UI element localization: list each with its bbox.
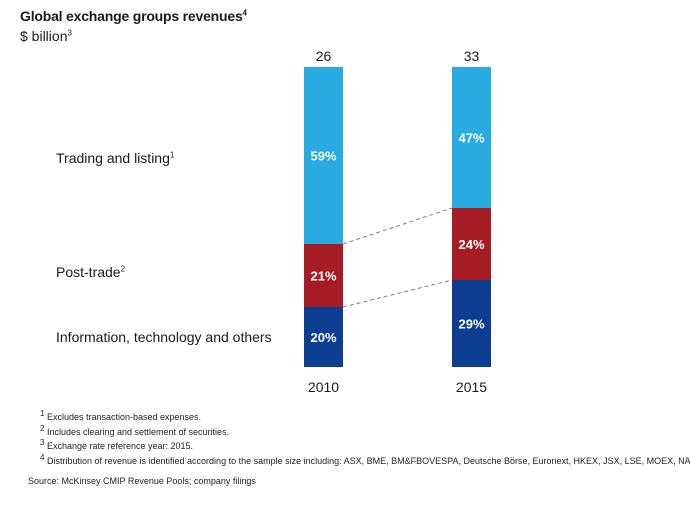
footnotes: 1 Excludes transaction-based expenses. 2…	[40, 410, 690, 468]
bar-data-label: 24%	[458, 237, 484, 252]
segment-connector-line	[342, 279, 453, 308]
unit-footnote-marker: 3	[67, 28, 72, 38]
bar-segment-trading-2010	[304, 67, 343, 244]
bar-data-label: 21%	[310, 269, 336, 284]
title-footnote-marker: 4	[242, 8, 247, 18]
footnote: 2 Includes clearing and settlement of se…	[40, 423, 230, 437]
bar-data-label: 20%	[310, 330, 336, 345]
category-label-trading: Trading and listing1	[56, 150, 175, 166]
category-label-post-trade: Post-trade2	[56, 264, 126, 280]
footnote: 1 Excludes transaction-based expenses.	[40, 409, 202, 423]
category-footnote-marker: 2	[120, 264, 126, 274]
bar-data-label: 29%	[458, 317, 484, 332]
stacked-bar-chart: 20% 21% 59% 26 2010 29% 24% 47% 33 2015	[304, 48, 491, 395]
segment-connector-line	[342, 207, 453, 245]
bar-segment-post-2015	[452, 208, 491, 280]
bar-segment-post-2010	[304, 244, 343, 307]
source-note: Source: McKinsey CMIP Revenue Pools; com…	[28, 476, 256, 486]
x-axis-tick-label: 2015	[456, 379, 487, 395]
bar-data-label: 47%	[458, 131, 484, 146]
bar-segment-trading-2015	[452, 67, 491, 208]
footnote: 4 Distribution of revenue is identified …	[40, 452, 690, 466]
chart-title: Global exchange groups revenues4	[20, 8, 247, 24]
footnote: 3 Exchange rate reference year: 2015.	[40, 438, 194, 452]
bar-total-label: 33	[464, 48, 480, 64]
category-footnote-marker: 1	[169, 150, 175, 160]
category-label-information: Information, technology and others	[56, 329, 272, 345]
bar-total-label: 26	[316, 48, 332, 64]
chart-unit: $ billion3	[20, 28, 72, 44]
bar-data-label: 59%	[310, 149, 336, 164]
bar-segment-information-2010	[304, 307, 343, 367]
bar-segment-information-2015	[452, 280, 491, 367]
x-axis-tick-label: 2010	[308, 379, 339, 395]
